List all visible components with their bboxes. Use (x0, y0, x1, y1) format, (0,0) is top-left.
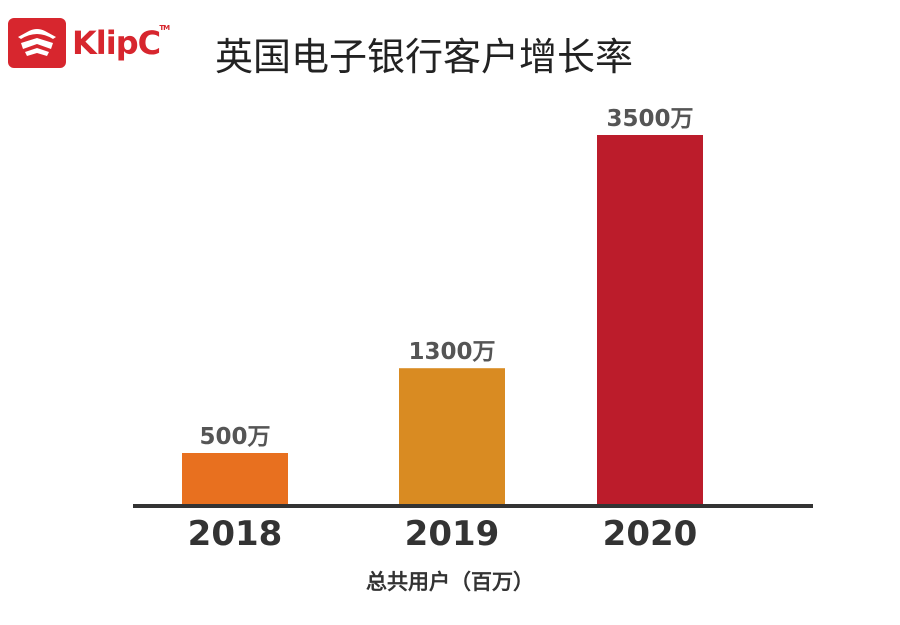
brand-logo: KlipC TM (8, 18, 170, 68)
x-axis-title: 总共用户（百万） (366, 570, 534, 594)
data-label-2018: 500万 (199, 424, 270, 450)
chart-title: 英国电子银行客户增长率 (215, 35, 634, 79)
x-tick-label-2019: 2019 (405, 514, 500, 554)
data-label-2019: 1300万 (408, 339, 495, 365)
logo-mark-icon (8, 18, 66, 68)
bar-2019 (399, 368, 505, 506)
x-tick-label-2018: 2018 (188, 514, 283, 554)
data-label-2020: 3500万 (606, 106, 693, 132)
bar-2018 (182, 453, 288, 506)
x-tick-label-2020: 2020 (603, 514, 698, 554)
bar-2020 (597, 135, 703, 506)
logo-trademark: TM (159, 24, 170, 32)
logo-text: KlipC TM (72, 24, 170, 62)
